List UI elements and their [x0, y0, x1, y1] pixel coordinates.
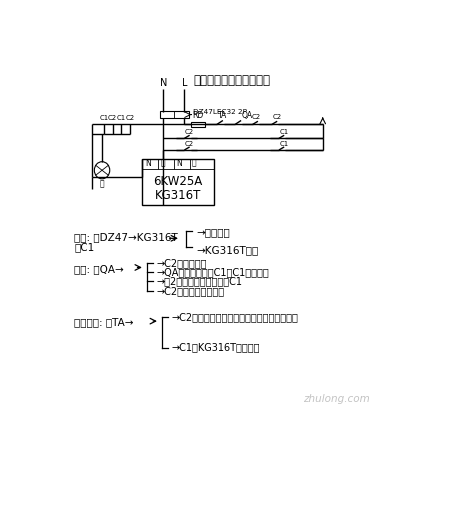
- Text: C2: C2: [251, 114, 260, 120]
- Text: 出: 出: [192, 159, 196, 168]
- Text: →KG316T控制: →KG316T控制: [196, 245, 258, 255]
- Text: 手动: 合QA→: 手动: 合QA→: [74, 264, 124, 274]
- Text: RD: RD: [192, 111, 203, 120]
- Text: 手动停止: 合TA→: 手动停止: 合TA→: [74, 317, 133, 327]
- Text: 带C1: 带C1: [74, 242, 94, 252]
- Text: C1: C1: [116, 115, 126, 121]
- Text: C1: C1: [279, 141, 288, 147]
- Text: KG316T: KG316T: [155, 189, 201, 203]
- Text: DZ47LEC32 2P: DZ47LEC32 2P: [193, 109, 247, 115]
- Text: 路灯按鈕接触器联锁电路: 路灯按鈕接触器联锁电路: [193, 74, 270, 87]
- Text: →主触头合: →主触头合: [196, 227, 230, 237]
- Text: 自动: 合DZ47→KG316T: 自动: 合DZ47→KG316T: [74, 232, 177, 242]
- Text: C2: C2: [108, 115, 117, 121]
- Text: →刘2联锁常闭副触头断开C1: →刘2联锁常闭副触头断开C1: [156, 276, 242, 286]
- Bar: [142, 159, 214, 205]
- Text: L: L: [181, 78, 187, 88]
- Text: zhulong.com: zhulong.com: [303, 394, 369, 404]
- Text: C2: C2: [184, 141, 194, 147]
- Text: 6KW25A: 6KW25A: [153, 175, 202, 188]
- Text: 灯: 灯: [100, 180, 104, 188]
- Text: →C2副触头自锁: →C2副触头自锁: [156, 258, 207, 268]
- Text: TA: TA: [217, 111, 226, 120]
- Text: C1: C1: [279, 129, 288, 135]
- Text: N: N: [176, 159, 182, 168]
- Bar: [191, 122, 204, 127]
- Text: QA: QA: [241, 111, 252, 120]
- Text: →QA联锁常闭断开C1，C1主触头断: →QA联锁常闭断开C1，C1主触头断: [156, 267, 268, 277]
- Text: C2: C2: [272, 114, 281, 120]
- Text: →C1由KG316T接出控制: →C1由KG316T接出控制: [171, 342, 259, 352]
- Text: N: N: [159, 78, 167, 88]
- Text: N: N: [145, 159, 151, 168]
- Text: C2: C2: [184, 129, 194, 135]
- Text: →C2主触头合手动亮灯: →C2主触头合手动亮灯: [156, 286, 224, 296]
- Text: C1: C1: [99, 115, 108, 121]
- Text: 进: 进: [160, 159, 165, 168]
- Bar: [160, 111, 188, 118]
- Text: →C2失电复位，副联锁常闭复位，回原来状态: →C2失电复位，副联锁常闭复位，回原来状态: [171, 312, 298, 322]
- Text: C2: C2: [125, 115, 134, 121]
